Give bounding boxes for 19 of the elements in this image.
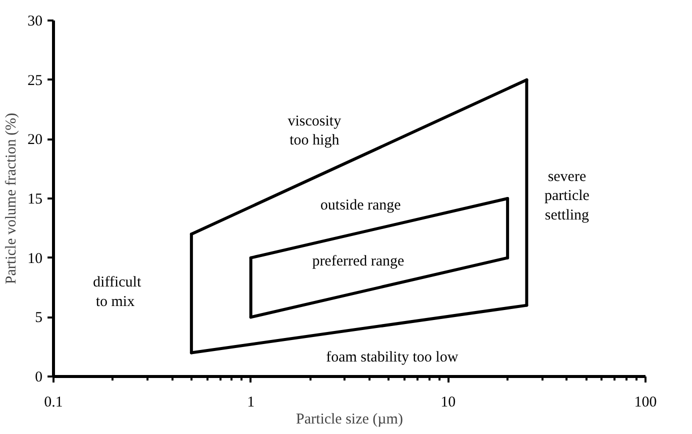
x-tick-label: 0.1 (44, 394, 63, 410)
y-tick-label: 10 (28, 250, 42, 267)
annotation: outside range (320, 198, 402, 214)
x-tick-label: 10 (440, 394, 456, 410)
y-tick-label: 0 (35, 370, 42, 386)
x-axis-title: Particle size (µm) (296, 412, 403, 428)
y-tick-label: 15 (28, 192, 42, 208)
annotation: viscosity too high (288, 113, 342, 148)
y-axis-title: Particle volume fraction (%) (4, 112, 20, 284)
x-tick-label: 100 (634, 394, 657, 410)
y-tick-label: 25 (28, 72, 42, 89)
y-tick-label: 5 (35, 310, 42, 326)
annotation: severe particle settling (544, 168, 590, 224)
annotation: foam stability too low (326, 350, 458, 366)
y-tick-label: 30 (28, 14, 42, 30)
annotation: difficult to mix (93, 274, 142, 310)
annotation: preferred range (312, 253, 405, 270)
y-tick-label: 20 (28, 132, 42, 148)
x-tick-label: 1 (247, 394, 255, 410)
